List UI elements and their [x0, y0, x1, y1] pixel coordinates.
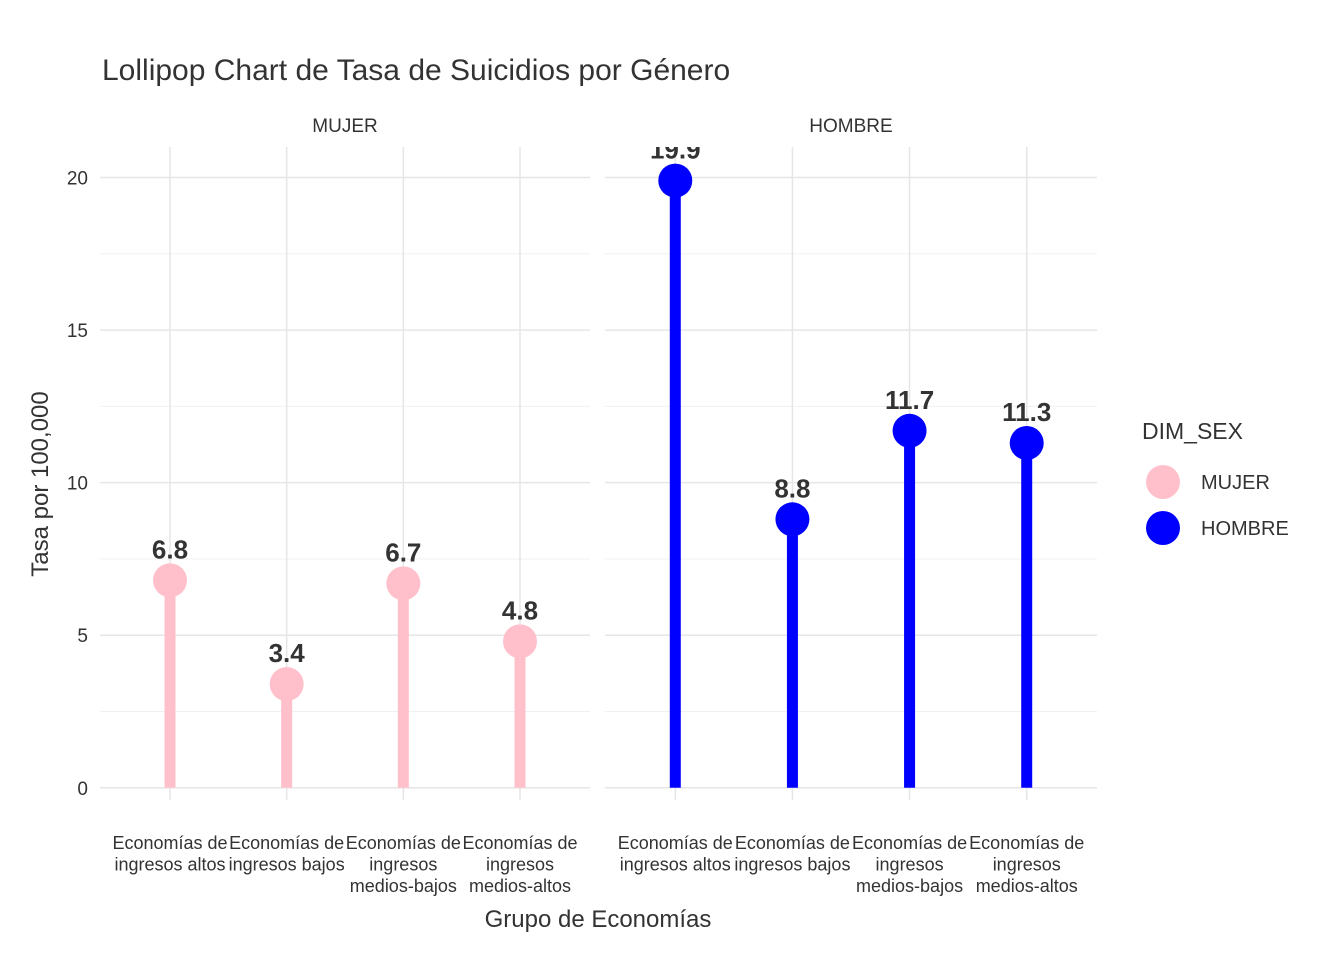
- data-label: 11.3: [1002, 397, 1051, 427]
- y-tick-label: 5: [77, 626, 88, 647]
- chart-title: Lollipop Chart de Tasa de Suicidios por …: [102, 54, 730, 87]
- legend-key: [1146, 511, 1180, 545]
- y-tick-label: 0: [77, 779, 88, 800]
- y-tick-label: 15: [67, 321, 88, 342]
- y-tick-label: 10: [67, 474, 88, 495]
- lollipop-head: [386, 566, 421, 601]
- facet-strip-label: MUJER: [312, 116, 377, 137]
- x-tick-label: Economías de ingresos altos: [618, 833, 733, 875]
- x-tick-label: Economías de ingresos medios-altos: [462, 833, 577, 896]
- data-label: 6.8: [152, 534, 188, 564]
- facet-strip-label: HOMBRE: [809, 116, 892, 137]
- lollipop-head: [775, 502, 810, 537]
- lollipop-head: [658, 163, 693, 198]
- data-label: 8.8: [774, 473, 810, 503]
- legend-label: MUJER: [1201, 472, 1270, 494]
- lollipop-head: [1009, 425, 1044, 460]
- panel: 19.9 8.8 11.7 11.3: [650, 135, 1051, 788]
- x-axis-label: Grupo de Economías: [485, 906, 712, 933]
- lollipop-head: [153, 563, 187, 598]
- lollipop-head: [503, 624, 537, 659]
- x-tick-label: Economías de ingresos altos: [112, 833, 227, 875]
- legend-key: [1146, 465, 1180, 499]
- x-tick-label: Economías de ingresos medios-bajos: [852, 833, 967, 896]
- data-label: 3.4: [269, 638, 306, 668]
- legend-label: HOMBRE: [1201, 518, 1289, 540]
- data-label: 4.8: [502, 595, 538, 625]
- legend-title: DIM_SEX: [1142, 418, 1243, 444]
- y-axis-label: Tasa por 100,000: [27, 391, 54, 576]
- data-label: 6.7: [385, 537, 421, 567]
- data-label: 11.7: [885, 385, 934, 415]
- y-tick-label: 20: [67, 169, 88, 190]
- x-tick-label: Economías de ingresos medios-altos: [969, 833, 1084, 896]
- x-tick-label: Economías de ingresos bajos: [734, 833, 850, 875]
- data-label: 19.9: [650, 135, 701, 165]
- x-tick-label: Economías de ingresos medios-bajos: [346, 833, 461, 896]
- lollipop-head: [892, 413, 927, 448]
- lollipop-head: [269, 667, 304, 702]
- panel: 6.8 3.4 6.7 4.8: [152, 534, 538, 788]
- x-tick-label: Economías de ingresos bajos: [229, 833, 345, 875]
